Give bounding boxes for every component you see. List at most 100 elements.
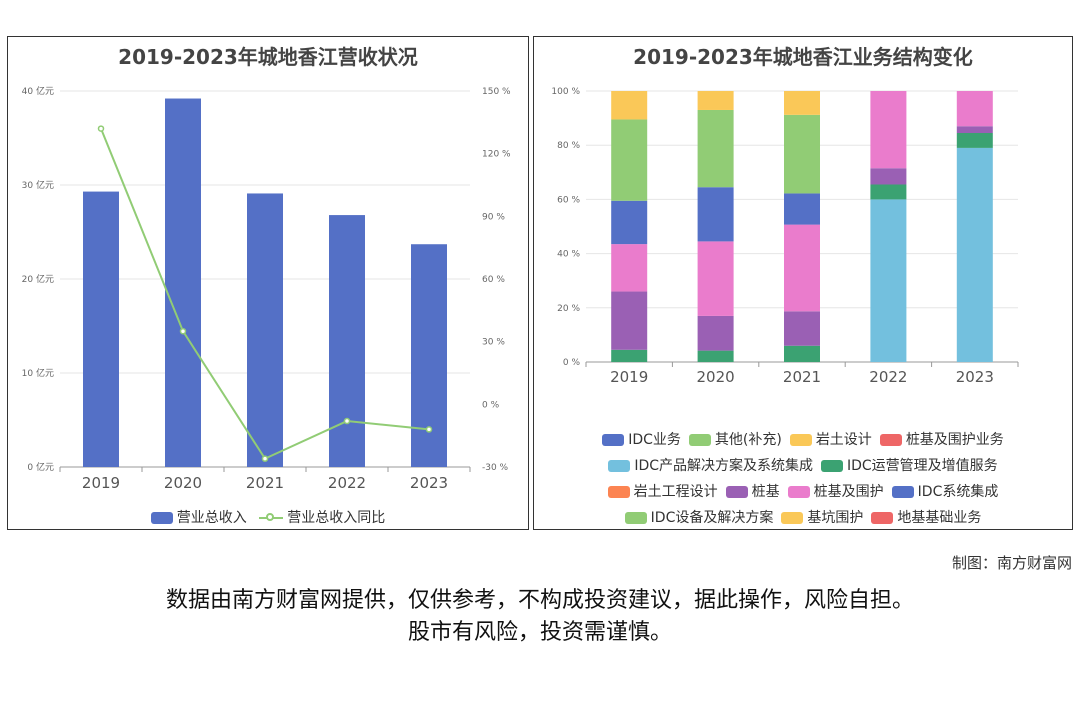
bar-revenue: [247, 193, 283, 467]
legend-swatch: [624, 512, 647, 524]
x-tick-label: 2019: [82, 474, 120, 492]
point-revenue-yoy: [97, 125, 105, 132]
y-tick-label: 40 %: [557, 250, 580, 260]
x-tick-label: 2022: [328, 474, 366, 492]
point-revenue-yoy: [261, 455, 269, 462]
legend-label: IDC运营管理及增值服务: [847, 458, 998, 474]
legend-row: IDC业务 其他(补充) 岩土设计 桩基及围护业务: [534, 429, 1072, 449]
legend-swatch: [787, 486, 810, 498]
stacked-bar-segment: [956, 133, 993, 148]
legend-item[interactable]: 其他(补充): [688, 429, 782, 449]
legend-label: IDC系统集成: [917, 484, 999, 500]
legend-item[interactable]: 基坑围护: [781, 507, 863, 527]
legend-item[interactable]: 岩土工程设计: [607, 481, 718, 501]
legend-item[interactable]: 桩基: [725, 481, 780, 501]
y-tick-label: 100 %: [551, 87, 580, 97]
legend-item[interactable]: IDC系统集成: [891, 481, 999, 501]
stacked-bar-segment: [697, 91, 734, 110]
x-tick-label: 2023: [956, 368, 994, 386]
stacked-bar-segment: [611, 291, 648, 350]
legend-swatch-revenue-yoy: [259, 512, 284, 524]
stacked-bar-segment: [697, 187, 734, 242]
x-tick-label: 2021: [246, 474, 284, 492]
x-tick-label: 2023: [410, 474, 448, 492]
legend-swatch: [781, 512, 804, 524]
revenue-chart-title: 2019-2023年城地香江营收状况: [118, 45, 418, 69]
stacked-bar-segment: [870, 184, 907, 200]
structure-chart-svg: 0 % 20 % 40 % 60 % 80 % 100 % 2019 2020 2021 2022…: [551, 87, 1019, 386]
y-tick-label-right: 150 %: [482, 87, 511, 97]
legend-row: 岩土工程设计 桩基 桩基及围护 IDC系统集成: [534, 481, 1072, 501]
legend-swatch: [891, 486, 914, 498]
x-tick-label: 2020: [164, 474, 202, 492]
structure-chart-title: 2019-2023年城地香江业务结构变化: [633, 45, 973, 69]
legend-label: 桩基及围护业务: [905, 432, 1004, 448]
stacked-bar-segment: [956, 147, 993, 362]
point-revenue-yoy: [179, 327, 187, 335]
legend-label: 桩基及围护: [813, 484, 884, 500]
legend-item[interactable]: IDC运营管理及增值服务: [821, 455, 998, 475]
stacked-bar-segment: [611, 119, 648, 201]
stacked-bar-segment: [870, 91, 907, 169]
legend-item-revenue[interactable]: 营业总收入: [150, 507, 247, 527]
stacked-bar-segment: [784, 311, 820, 346]
y-tick-label-right: 0 %: [482, 400, 500, 410]
stacked-bar-segment: [697, 315, 734, 351]
legend-swatch: [725, 486, 748, 498]
legend-label-revenue-yoy: 营业总收入同比: [287, 510, 386, 526]
legend-label: 基坑围护: [807, 510, 864, 526]
y-tick-label-left: 20 亿元: [22, 273, 54, 285]
legend-item-revenue-yoy[interactable]: 营业总收入同比: [259, 507, 385, 527]
y-tick-label: 20 %: [557, 304, 580, 314]
legend-swatch: [789, 434, 812, 446]
stacked-bar-segment: [870, 168, 907, 185]
legend-item[interactable]: 岩土设计: [789, 429, 872, 449]
legend-swatch: [688, 434, 711, 446]
y-tick-label-left: 30 亿元: [22, 179, 54, 191]
y-tick-label: 0 %: [563, 358, 581, 368]
legend-swatch: [608, 460, 631, 472]
y-tick-label: 60 %: [557, 195, 580, 205]
stacked-bar-segment: [697, 350, 734, 362]
disclaimer-line-2: 股市有风险，投资需谨慎。: [407, 620, 672, 645]
y-tick-label: 80 %: [557, 141, 580, 151]
chart-credit: 制图：南方财富网: [951, 554, 1072, 572]
y-tick-label-right: 60 %: [482, 275, 505, 285]
legend-item[interactable]: IDC产品解决方案及系统集成: [608, 455, 813, 475]
legend-item[interactable]: IDC设备及解决方案: [624, 507, 774, 527]
legend-item[interactable]: 桩基及围护业务: [879, 429, 1004, 449]
revenue-chart-panel: 2019-2023年城地香江营收状况 0 亿元 10 亿元 20 亿元 30 亿元 40…: [7, 36, 529, 530]
y-tick-label-right: 120 %: [482, 150, 511, 160]
structure-chart-panel: 2019-2023年城地香江业务结构变化 0 % 20 % 40 % 60 % 80 %…: [533, 36, 1073, 530]
x-tick-label: 2019: [610, 368, 648, 386]
legend-label: IDC业务: [628, 432, 681, 448]
stacked-bar-segment: [956, 91, 993, 127]
stacked-bar-segment: [611, 91, 648, 120]
stacked-bar-segment: [956, 126, 993, 134]
y-tick-label-left: 0 亿元: [27, 461, 54, 473]
stacked-bar-segment: [611, 200, 648, 245]
revenue-chart-svg: 0 亿元 10 亿元 20 亿元 30 亿元 40 亿元 -30 % 0 % 30 % 60 %…: [22, 85, 511, 492]
stacked-bar-segment: [784, 345, 820, 362]
legend-swatch: [602, 434, 625, 446]
x-tick-label: 2020: [697, 368, 735, 386]
legend-item[interactable]: 桩基及围护: [787, 481, 884, 501]
legend-swatch-revenue: [150, 512, 173, 524]
revenue-chart-legend: 营业总收入 营业总收入同比: [8, 507, 528, 527]
legend-swatch: [821, 460, 843, 472]
legend-label: IDC设备及解决方案: [650, 510, 774, 526]
legend-swatch: [607, 486, 630, 498]
legend-label-revenue: 营业总收入: [176, 510, 247, 526]
legend-label: 桩基: [751, 484, 780, 500]
stacked-bar-segment: [697, 109, 734, 188]
legend-swatch: [871, 512, 894, 524]
x-tick-label: 2022: [869, 368, 907, 386]
legend-item[interactable]: 地基基础业务: [871, 507, 981, 527]
stacked-bar-segment: [611, 244, 648, 292]
stacked-bar-segment: [784, 224, 820, 312]
y-tick-label-left: 10 亿元: [22, 367, 54, 379]
legend-item[interactable]: IDC业务: [602, 429, 681, 449]
point-revenue-yoy: [425, 426, 433, 433]
bar-revenue: [329, 215, 365, 467]
point-revenue-yoy: [343, 417, 351, 425]
